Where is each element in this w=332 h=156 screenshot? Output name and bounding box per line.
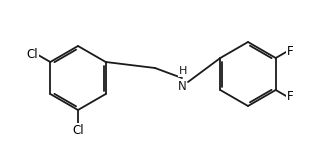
Text: N: N bbox=[178, 80, 186, 93]
Text: Cl: Cl bbox=[72, 124, 84, 137]
Text: H: H bbox=[179, 66, 187, 76]
Text: F: F bbox=[287, 90, 293, 103]
Text: F: F bbox=[287, 45, 293, 58]
Text: Cl: Cl bbox=[27, 49, 38, 61]
